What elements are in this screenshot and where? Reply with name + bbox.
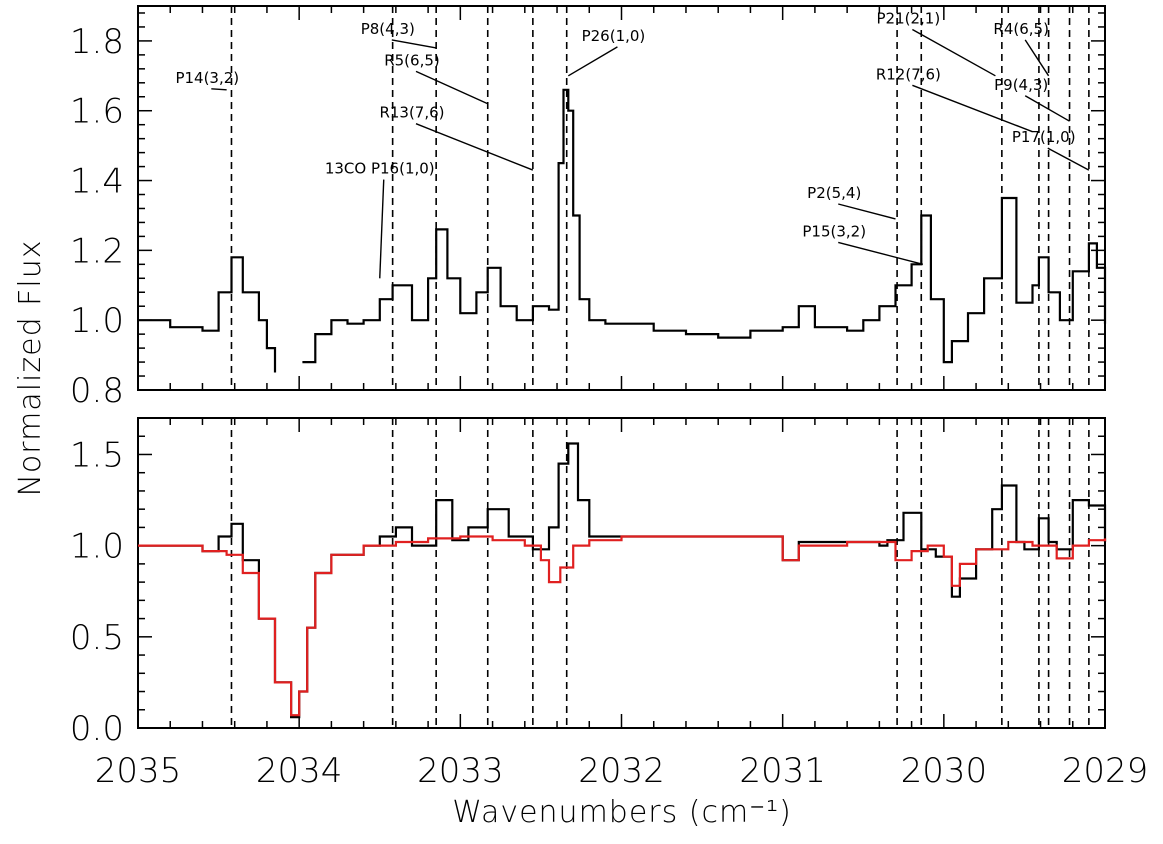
line-marker-group: [230, 6, 1090, 728]
bottom-y-tick-label: 0.5: [70, 618, 124, 658]
annotation-leader-line: [838, 241, 924, 266]
bottom-y-tick-label: 1.5: [70, 435, 124, 475]
annotation-label: P14(3,2): [175, 69, 239, 87]
x-axis-title: Wavenumbers (cm⁻¹): [452, 795, 792, 830]
annotation-leader-line: [912, 28, 996, 77]
annotation-label: P26(1,0): [582, 27, 646, 45]
top-panel-frame: [137, 5, 1106, 391]
annotation-leader-line: [391, 39, 437, 49]
x-tick-label: 2032: [578, 751, 665, 791]
annotation-group: P14(3,2) 13CO P16(1,0) P8(4,3) R5(6,5) R13(7…: [175, 9, 1090, 279]
bottom-axis-group: 0.0 0.5 1.0 1.5 2035 2034 2033 2032 2031 2030 2029: [70, 417, 1149, 791]
x-tick-label: 2034: [256, 751, 343, 791]
annotation-label: P2(5,4): [807, 184, 861, 202]
annotation-label: R5(6,5): [384, 51, 440, 69]
annotation-label: R4(6,5): [993, 20, 1049, 38]
annotation-leader-line: [415, 70, 489, 105]
x-tick-label: 2029: [1062, 751, 1149, 791]
bottom-y-tick-label: 0.0: [70, 709, 124, 749]
annotation-leader-line: [379, 179, 385, 279]
annotation-leader-line: [567, 46, 618, 77]
x-tick-label: 2030: [901, 751, 988, 791]
series-group: [138, 88, 1107, 719]
annotation-label: R12(7,6): [876, 65, 941, 83]
top-y-tick-label: 1.4: [70, 162, 124, 202]
annotation-label: P17(1,0): [1012, 128, 1076, 146]
annotation-leader-line: [415, 123, 534, 171]
annotation-leader-line: [912, 84, 1033, 133]
annotation-label: 13CO P16(1,0): [325, 160, 435, 178]
annotation-label: P9(4,3): [994, 76, 1048, 94]
top-spectrum-series: [138, 88, 1107, 373]
y-axis-title: Normalized Flux: [13, 239, 48, 496]
annotation-leader-line: [211, 88, 227, 91]
annotation-label: P15(3,2): [802, 222, 866, 240]
x-tick-label: 2035: [95, 751, 182, 791]
annotation-label: P8(4,3): [361, 20, 415, 38]
bottom-observed-series: [138, 442, 1107, 719]
top-y-tick-label: 1.8: [70, 22, 124, 62]
top-y-tick-label: 1.2: [70, 231, 124, 271]
annotation-label: P21(2,1): [877, 9, 941, 27]
x-tick-label: 2031: [739, 751, 826, 791]
bottom-y-tick-label: 1.0: [70, 527, 124, 567]
annotation-leader-line: [1024, 95, 1070, 122]
annotation-leader-line: [838, 203, 896, 220]
bottom-telluric-series: [138, 535, 1107, 717]
top-y-tick-label: 1.6: [70, 92, 124, 132]
annotation-leader-line: [1024, 39, 1050, 77]
top-y-tick-label: 1.0: [70, 301, 124, 341]
annotation-leader-line: [1047, 147, 1090, 171]
top-axis-group: 0.8 1.0 1.2 1.4 1.6 1.8: [70, 6, 1106, 411]
annotation-label: R13(7,6): [379, 104, 444, 122]
top-y-tick-label: 0.8: [70, 371, 124, 411]
x-tick-label: 2033: [417, 751, 504, 791]
